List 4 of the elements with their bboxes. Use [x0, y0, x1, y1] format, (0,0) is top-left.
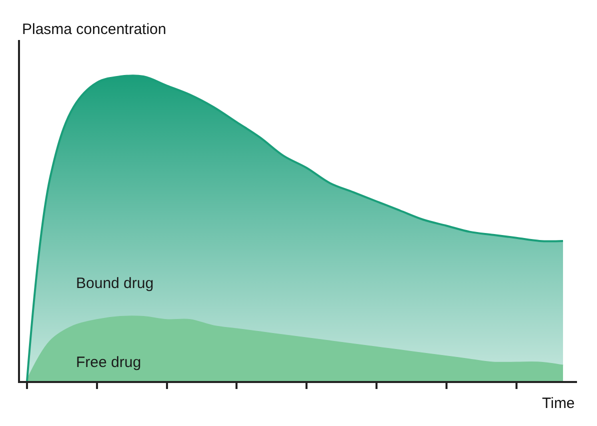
series-label: Bound drug [76, 275, 154, 292]
y-axis-title: Plasma concentration [22, 21, 166, 38]
series-label: Free drug [76, 354, 142, 371]
x-axis-title: Time [542, 395, 575, 412]
